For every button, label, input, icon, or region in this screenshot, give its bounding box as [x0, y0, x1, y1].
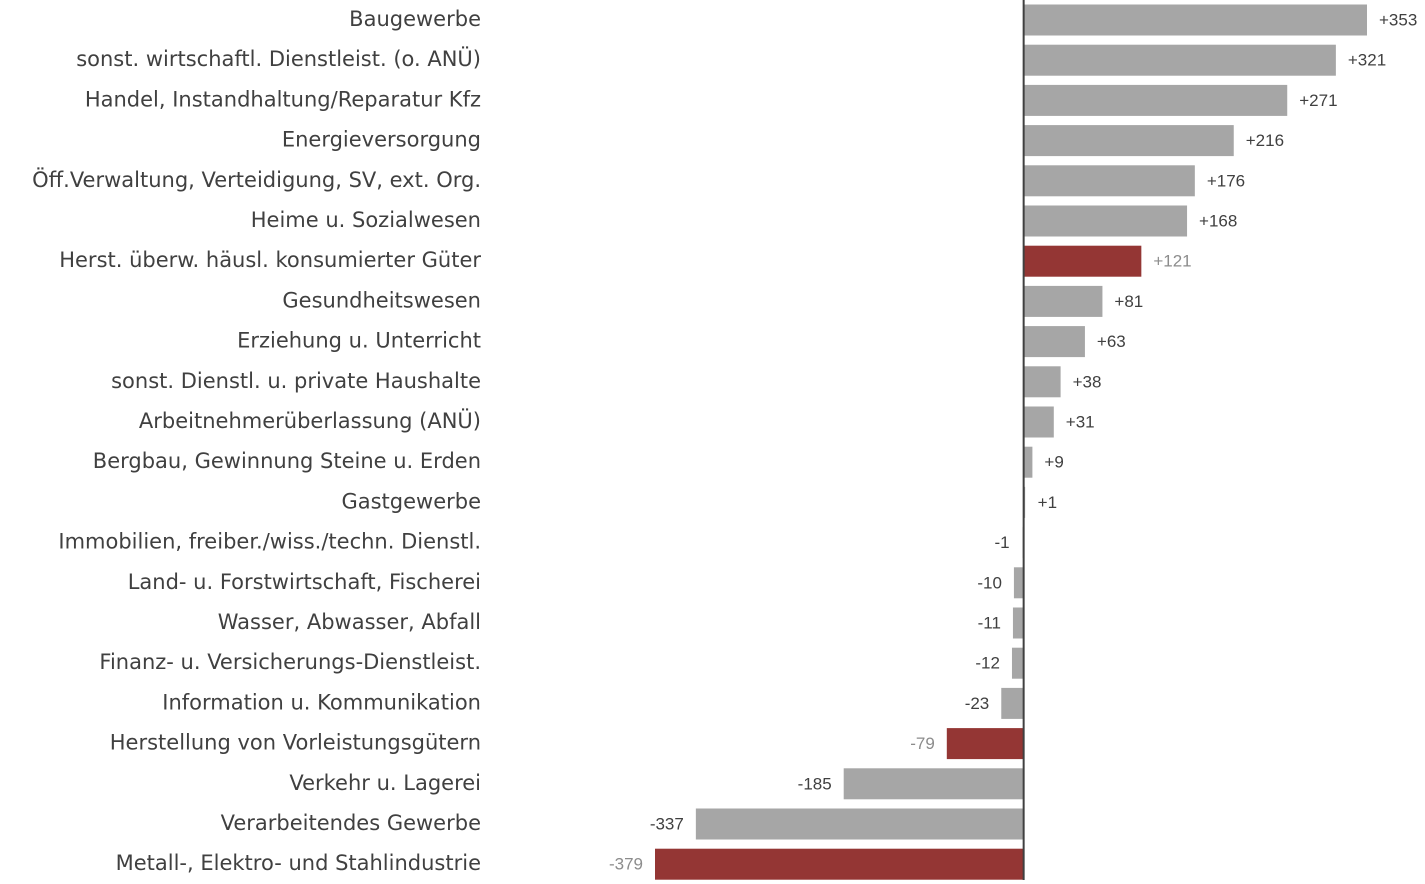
category-label: sonst. Dienstl. u. private Haushalte [111, 369, 481, 393]
bar [695, 808, 1024, 840]
value-label: -23 [965, 694, 990, 713]
category-label: Erziehung u. Unterricht [237, 329, 481, 353]
category-label: Immobilien, freiber./wiss./techn. Dienst… [58, 530, 481, 554]
category-label: Energieversorgung [282, 128, 481, 152]
bar [1023, 446, 1033, 478]
value-label: -337 [650, 814, 684, 833]
bar [1023, 44, 1336, 76]
value-label: +63 [1097, 332, 1126, 351]
value-label: +31 [1066, 412, 1095, 431]
bar [1001, 687, 1024, 719]
bar [946, 728, 1024, 760]
category-label: Land- u. Forstwirtschaft, Fischerei [128, 570, 481, 594]
value-label: +176 [1207, 171, 1245, 190]
value-label: +353 [1379, 10, 1417, 29]
category-label: sonst. wirtschaftl. Dienstleist. (o. ANÜ… [76, 46, 481, 71]
bar [655, 848, 1024, 880]
value-label: +81 [1114, 292, 1143, 311]
bar [843, 768, 1024, 800]
category-label: Verkehr u. Lagerei [289, 771, 481, 795]
value-label: +271 [1299, 91, 1337, 110]
value-label: -379 [609, 855, 643, 874]
category-label: Herst. überw. häusl. konsumierter Güter [59, 248, 481, 272]
bar [1023, 245, 1142, 277]
category-label: Arbeitnehmerüberlassung (ANÜ) [139, 408, 481, 433]
bar [1013, 567, 1024, 599]
category-label: Wasser, Abwasser, Abfall [218, 610, 481, 634]
category-label: Handel, Instandhaltung/Reparatur Kfz [85, 87, 481, 111]
category-label: Baugewerbe [349, 7, 481, 31]
value-label: -11 [978, 613, 1001, 632]
bar [1023, 285, 1103, 317]
bar [1023, 165, 1195, 197]
category-label: Heime u. Sozialwesen [251, 208, 481, 232]
value-label: +1 [1038, 493, 1057, 512]
category-label: Finanz- u. Versicherungs-Dienstleist. [99, 650, 481, 674]
value-label: +38 [1073, 372, 1102, 391]
category-label: Verarbeitendes Gewerbe [221, 811, 481, 835]
bar [1023, 84, 1288, 116]
category-label: Herstellung von Vorleistungsgütern [110, 731, 481, 755]
value-label: -185 [798, 774, 832, 793]
bar [1023, 406, 1054, 438]
bar [1023, 366, 1061, 398]
category-label: Gesundheitswesen [282, 288, 481, 312]
bar [1023, 326, 1085, 358]
value-label: -1 [995, 533, 1010, 552]
category-label: Metall-, Elektro- und Stahlindustrie [116, 851, 481, 875]
value-label: +168 [1199, 211, 1237, 230]
category-label: Information u. Kommunikation [162, 690, 481, 714]
category-label: Öff.Verwaltung, Verteidigung, SV, ext. O… [32, 167, 481, 192]
category-label: Bergbau, Gewinnung Steine u. Erden [93, 449, 481, 473]
value-label: +9 [1044, 453, 1063, 472]
bar [1023, 4, 1367, 36]
bar [1011, 647, 1024, 679]
value-label: +121 [1153, 252, 1191, 271]
category-label: Gastgewerbe [341, 489, 481, 513]
value-label: +216 [1246, 131, 1284, 150]
bar [1023, 125, 1234, 157]
value-label: -79 [910, 734, 935, 753]
value-label: +321 [1348, 51, 1386, 70]
value-label: -12 [975, 654, 1000, 673]
value-label: -10 [977, 573, 1002, 592]
bar [1023, 205, 1188, 237]
bar [1012, 607, 1024, 639]
